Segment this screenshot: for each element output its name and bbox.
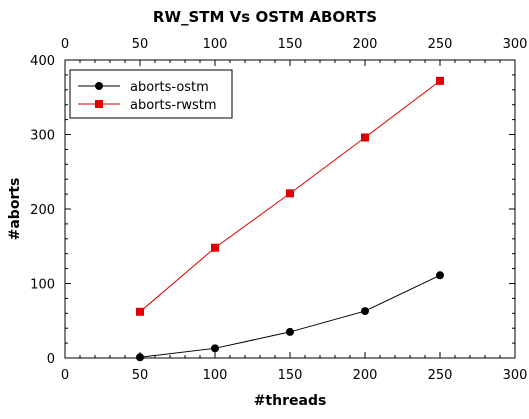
tick-labels: 0 50 100 150 200 250 300 0 50 100 150 200 250 300 0 100… — [30, 37, 527, 383]
x-top-tick-label: 100 — [203, 37, 228, 52]
x-tick-label: 250 — [428, 368, 453, 383]
series-line — [139, 274, 441, 358]
x-top-tick-label: 300 — [503, 37, 528, 52]
y-tick-label: 100 — [30, 278, 55, 293]
data-point — [361, 307, 369, 316]
y-axis-label: #aborts — [7, 178, 23, 241]
x-top-tick-label: 200 — [353, 37, 378, 52]
legend-label: aborts-ostm — [130, 80, 209, 95]
data-point — [136, 353, 144, 362]
data-point — [211, 243, 219, 252]
legend-marker — [95, 100, 103, 108]
data-point — [286, 327, 294, 336]
legend-label: aborts-rwstm — [130, 98, 217, 113]
chart-title: RW_STM Vs OSTM ABORTS — [153, 8, 377, 26]
x-tick-label: 200 — [353, 368, 378, 383]
legend-marker — [95, 82, 103, 90]
y-tick-label: 200 — [30, 203, 55, 218]
data-point — [436, 271, 444, 280]
data-point — [361, 133, 369, 142]
data-point — [436, 76, 444, 85]
series-layer — [136, 76, 444, 362]
y-tick-label: 400 — [30, 54, 55, 69]
x-top-tick-label: 0 — [61, 37, 69, 52]
y-tick-label: 0 — [47, 352, 55, 367]
data-point — [136, 307, 144, 316]
data-point — [211, 344, 219, 353]
series-aborts-rwstm — [136, 76, 444, 316]
x-tick-label: 300 — [503, 368, 528, 383]
x-tick-label: 100 — [203, 368, 228, 383]
axis-ticks — [64, 59, 516, 359]
legend-box — [69, 69, 233, 119]
x-tick-label: 50 — [132, 368, 149, 383]
x-axis-label: #threads — [254, 393, 327, 409]
data-point — [286, 189, 294, 198]
x-top-tick-label: 250 — [428, 37, 453, 52]
legend-item: aborts-ostm — [78, 80, 209, 95]
x-tick-label: 0 — [61, 368, 69, 383]
legend: aborts-ostm aborts-rwstm — [69, 69, 233, 119]
x-top-tick-label: 50 — [132, 37, 149, 52]
y-tick-label: 300 — [30, 129, 55, 144]
x-top-tick-label: 150 — [278, 37, 303, 52]
x-tick-label: 150 — [278, 368, 303, 383]
legend-item: aborts-rwstm — [78, 98, 217, 113]
series-aborts-ostm — [136, 271, 444, 362]
